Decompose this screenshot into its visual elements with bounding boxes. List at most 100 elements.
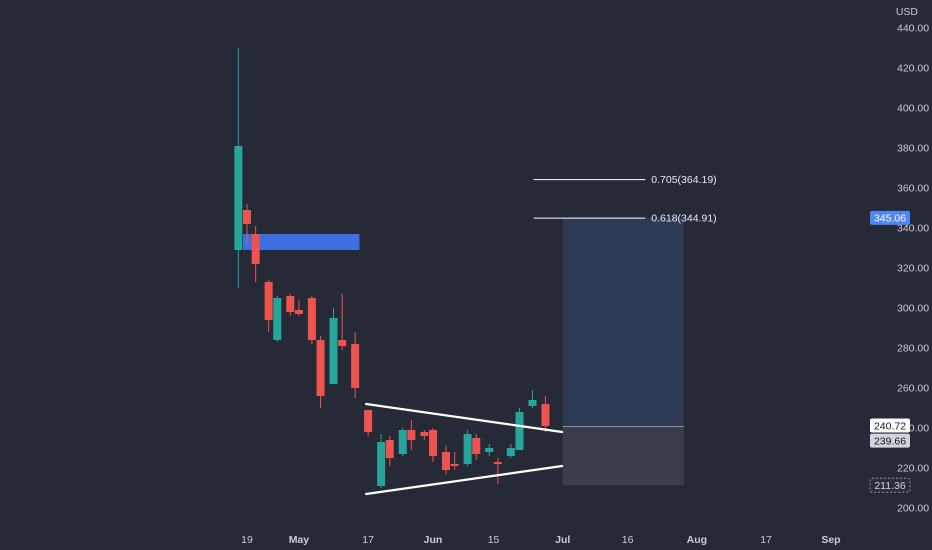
candle-body: [234, 146, 243, 250]
candle-body: [329, 318, 338, 384]
candle-2024-06-27[interactable]: [541, 396, 550, 432]
price-badge-label: 240.72: [874, 420, 906, 432]
candle-2024-06-19[interactable]: [506, 444, 515, 458]
candle-body: [377, 442, 386, 486]
candle-body: [364, 410, 373, 432]
candle-2024-06-09[interactable]: [463, 430, 472, 466]
candle-body: [316, 340, 325, 396]
price-badge-bg: [869, 477, 911, 493]
x-tick-label: Jul: [555, 534, 570, 546]
currency-label: USD: [895, 6, 918, 18]
price-badge-stop: 211.36: [869, 477, 911, 493]
candle-2024-05-27[interactable]: [407, 420, 416, 450]
candle-2024-04-19[interactable]: [243, 204, 251, 244]
x-tick-label: Sep: [821, 534, 840, 546]
candle-2024-05-11[interactable]: [338, 294, 347, 350]
candle-2024-04-24[interactable]: [264, 280, 273, 332]
y-tick-label: 420.00: [897, 63, 929, 75]
candle-2024-04-26[interactable]: [273, 296, 282, 342]
candle-2024-05-06[interactable]: [316, 336, 325, 408]
candle-body: [307, 298, 316, 340]
candle-2024-06-04[interactable]: [441, 446, 450, 474]
y-tick-label: 400.00: [897, 103, 929, 115]
x-tick-label: 15: [488, 534, 500, 546]
candle-2024-04-21[interactable]: [251, 226, 260, 282]
candle-body: [493, 462, 502, 464]
y-tick-label: 320.00: [897, 263, 929, 275]
candle-body: [286, 296, 295, 312]
trendline-lower[interactable]: [365, 464, 564, 496]
candle-2024-05-25[interactable]: [398, 428, 407, 456]
fib-level-label-0.705: 0.705(364.19): [651, 174, 716, 186]
candle-body: [264, 282, 273, 320]
candle-2024-06-14[interactable]: [485, 444, 494, 456]
candle-body: [472, 438, 481, 454]
x-tick-label: Aug: [687, 534, 707, 546]
candle-body: [420, 432, 429, 436]
y-tick-label: 360.00: [897, 183, 929, 195]
candle-2024-06-11[interactable]: [472, 434, 481, 460]
candle-body: [398, 430, 407, 454]
x-tick-label: 16: [622, 534, 634, 546]
price-badge-target: 345.06: [870, 210, 910, 225]
price-badge-last: 239.66: [870, 433, 910, 448]
y-tick-label: 280.00: [897, 343, 929, 355]
price-badge-bg: [870, 433, 910, 448]
y-tick-label: 300.00: [897, 303, 929, 315]
candle-body: [506, 448, 515, 456]
candle-body: [273, 298, 282, 340]
candle-body: [463, 434, 472, 464]
candle-2024-05-20[interactable]: [377, 434, 386, 488]
price-badge-bg: [870, 210, 910, 225]
candle-2024-05-04[interactable]: [307, 296, 316, 344]
candle-body: [485, 448, 494, 452]
candle-2024-06-06[interactable]: [450, 452, 459, 470]
price-badge-bg: [870, 418, 910, 433]
candle-body: [338, 340, 347, 346]
candle-2024-04-29[interactable]: [286, 294, 295, 316]
candle-2024-05-01[interactable]: [294, 300, 303, 316]
trendline-upper[interactable]: [365, 402, 564, 434]
candle-body: [243, 210, 251, 224]
candle-body: [541, 404, 550, 426]
y-tick-label: 440.00: [897, 23, 929, 35]
price-badge-label: 239.66: [874, 435, 906, 447]
candle-body: [450, 464, 459, 466]
candle-2024-05-14[interactable]: [351, 332, 360, 398]
candle-body: [441, 452, 450, 470]
candle-2024-05-22[interactable]: [385, 436, 394, 466]
x-tick-label: 17: [362, 534, 374, 546]
candle-body: [515, 412, 524, 450]
x-tick-label: 17: [760, 534, 772, 546]
candle-2024-06-24[interactable]: [528, 390, 537, 408]
candle-2024-04-17[interactable]: [234, 48, 243, 288]
x-tick-label: Jun: [424, 534, 443, 546]
candle-2024-06-16[interactable]: [493, 458, 502, 484]
x-tick-label: 19: [241, 534, 253, 546]
candle-2024-06-21[interactable]: [515, 408, 524, 450]
candle-body: [385, 440, 394, 458]
candle-2024-05-30[interactable]: [420, 430, 429, 440]
candle-2024-05-17[interactable]: [364, 410, 373, 436]
candle-body: [294, 310, 303, 314]
price-badge-label: 345.06: [874, 213, 906, 225]
candle-body: [407, 430, 416, 440]
stop-loss-zone[interactable]: [562, 426, 684, 486]
order-block-zone[interactable]: [243, 234, 360, 250]
y-tick-label: 260.00: [897, 383, 929, 395]
y-tick-label: 380.00: [897, 143, 929, 155]
price-badge-label: 211.36: [874, 480, 905, 492]
y-tick-label: 200.00: [897, 503, 929, 515]
profit-target-zone[interactable]: [562, 217, 684, 427]
candle-body: [351, 344, 360, 388]
x-tick-label: May: [289, 534, 310, 546]
price-badge-entry: 240.72: [870, 418, 910, 433]
candle-2024-05-09[interactable]: [329, 308, 338, 384]
y-tick-label: 220.00: [897, 463, 929, 475]
y-tick-label: 340.00: [897, 223, 929, 235]
candle-body: [429, 430, 437, 456]
candle-body: [528, 400, 537, 406]
candle-2024-06-01[interactable]: [429, 428, 437, 462]
fib-level-label-0.618: 0.618(344.91): [651, 213, 716, 225]
